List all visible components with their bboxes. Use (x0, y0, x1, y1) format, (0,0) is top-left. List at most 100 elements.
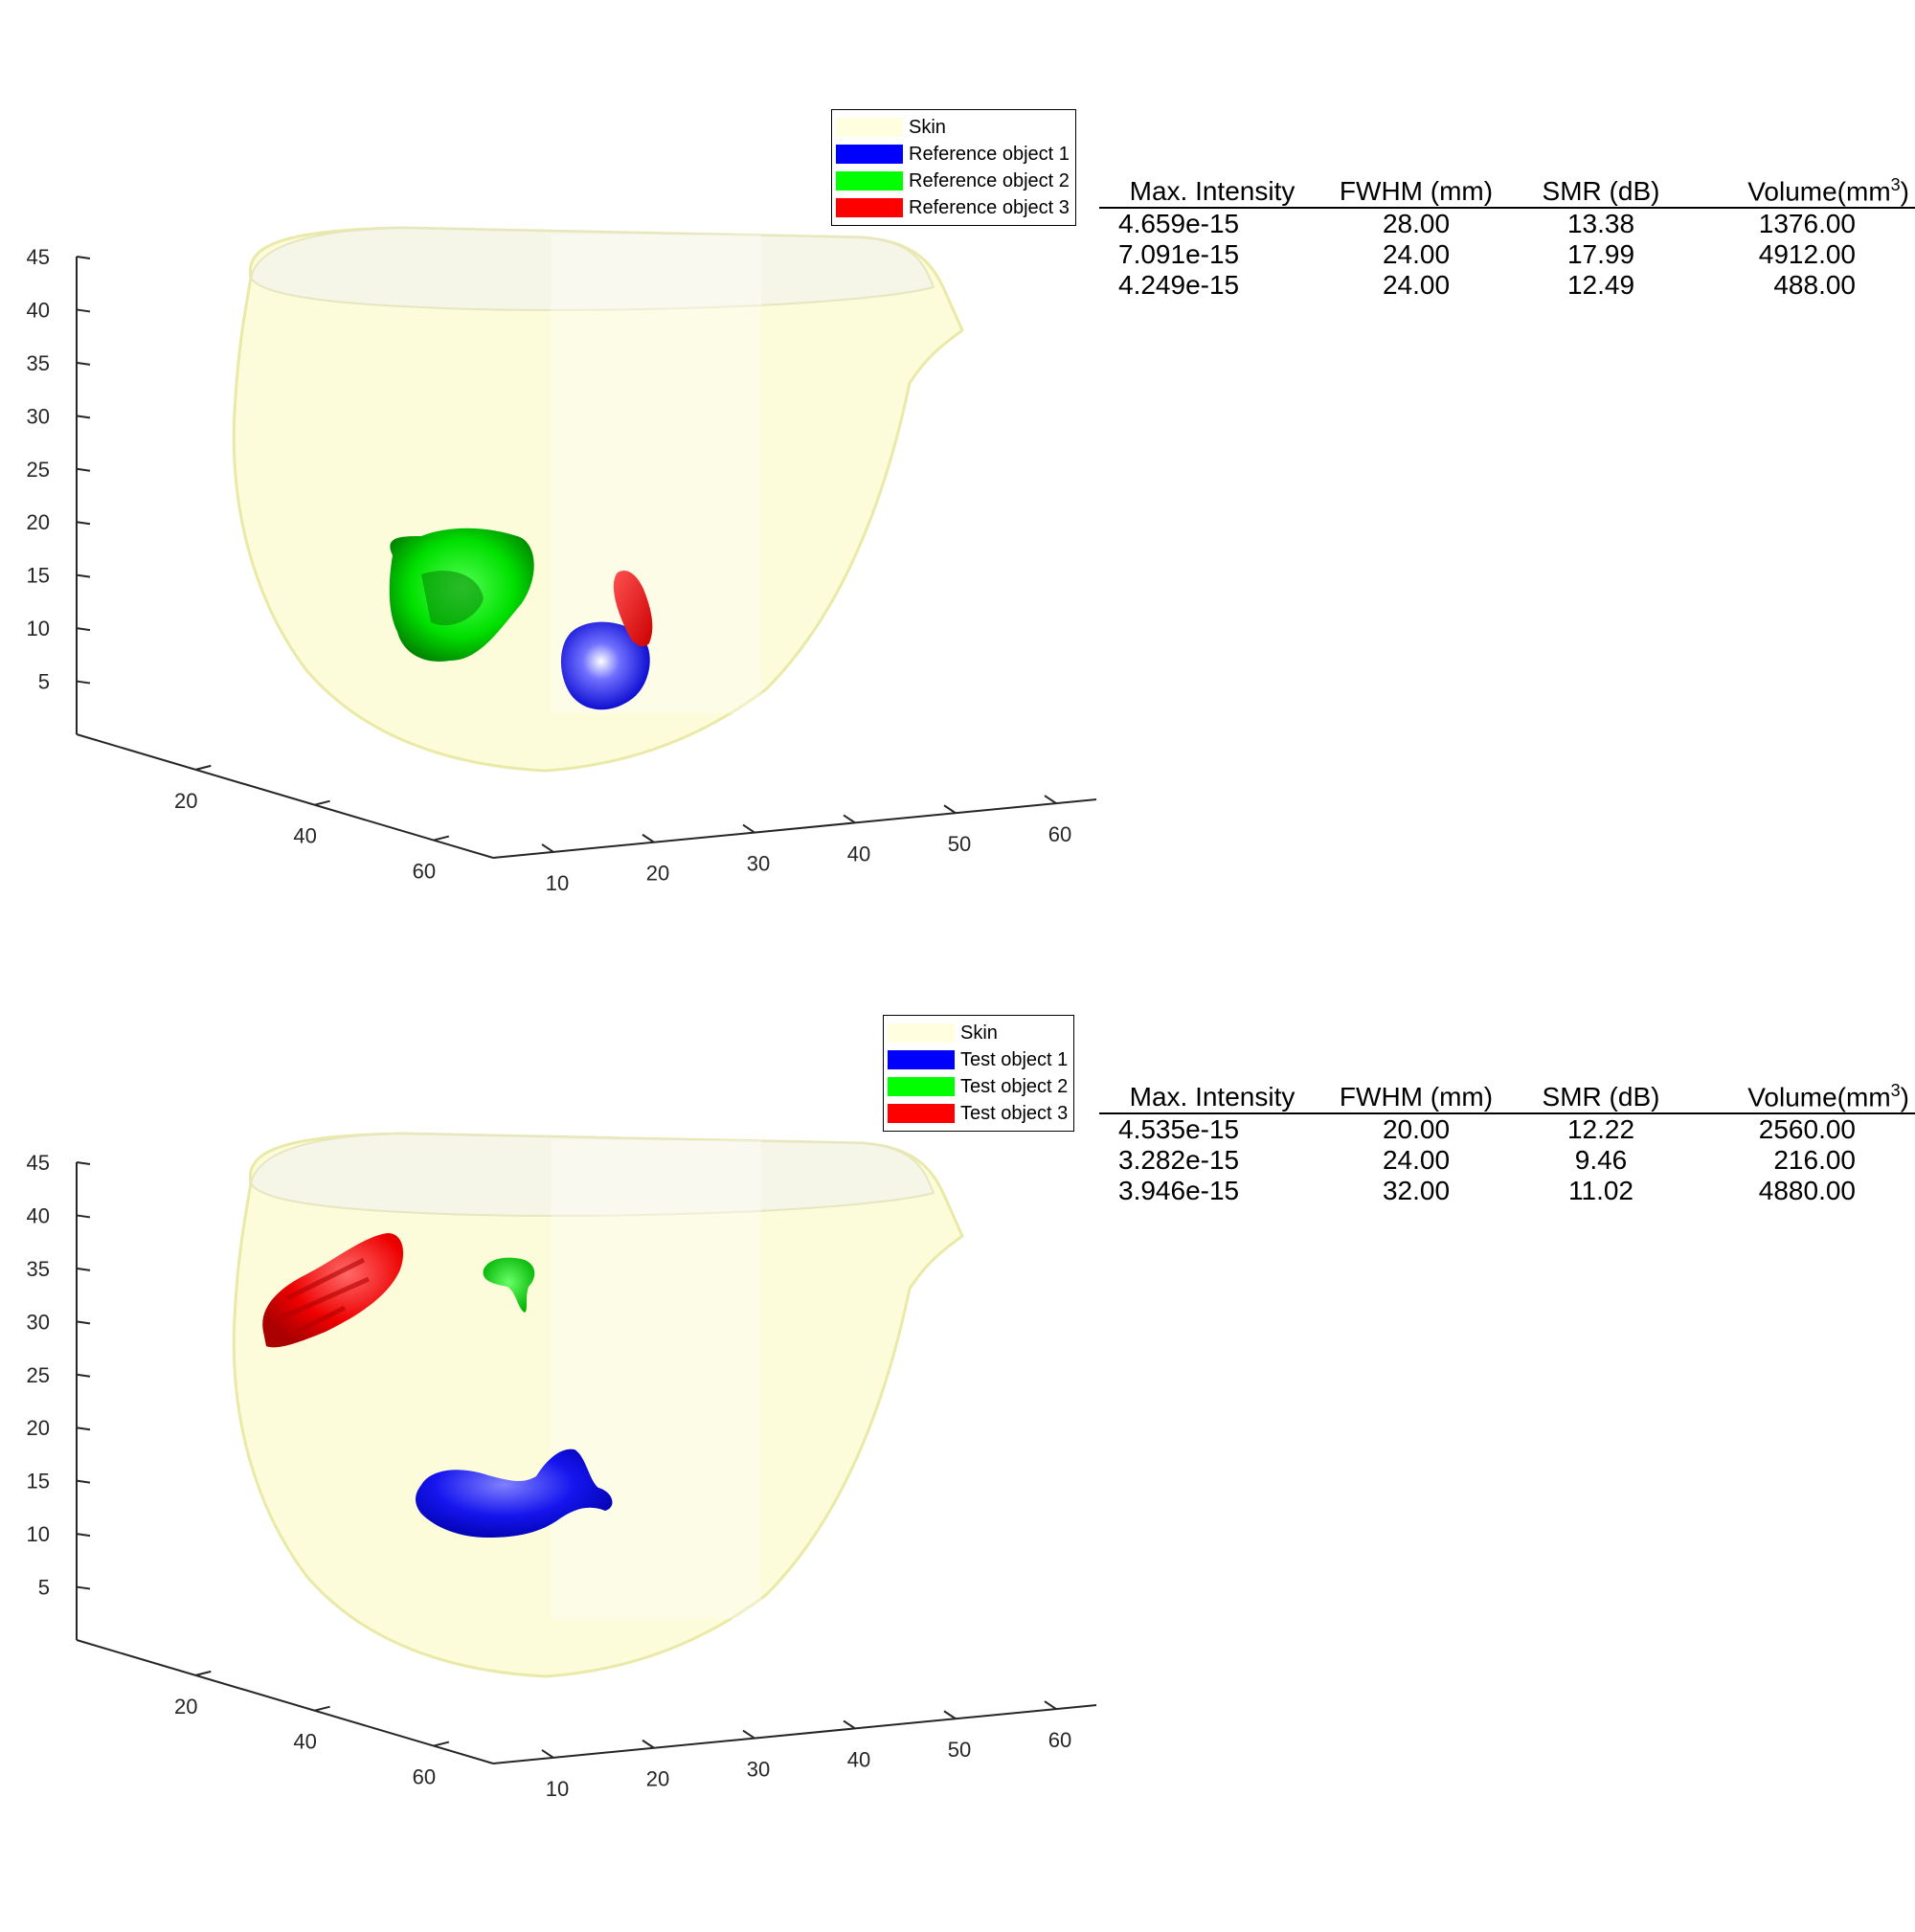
axes-reference: 5 10 15 20 25 30 35 40 45 20 40 60 10 20 30 40 50 60 (27, 245, 1097, 895)
y-tick (433, 1741, 450, 1747)
z-tick-label: 5 (38, 670, 50, 694)
x-tick-label: 10 (546, 1777, 569, 1801)
z-tick (76, 1161, 91, 1165)
test-object-2-shape (483, 1257, 535, 1313)
panel-test: 5 10 15 20 25 30 35 40 45 20 40 60 10 20 30 40 50 60 Skin… (0, 906, 1915, 1825)
cell-smr: 13.38 (1566, 209, 1635, 238)
cell-fwhm: 20.00 (1382, 1114, 1451, 1144)
stats-header-row: Max. Intensity FWHM (mm) SMR (dB) Volume… (1099, 165, 1915, 209)
z-tick (76, 1267, 91, 1271)
x-tick-label: 50 (948, 1738, 971, 1762)
test-object-3-shape (262, 1233, 404, 1348)
x-tick-label: 20 (646, 862, 669, 886)
z-tick (76, 256, 91, 259)
z-tick (76, 467, 91, 472)
z-tick (76, 308, 91, 313)
z-tick-label: 30 (27, 1310, 50, 1334)
table-row: 3.946e-15 32.00 11.02 4880.00 (1099, 1176, 1915, 1206)
cell-max-intensity: 3.946e-15 (1118, 1176, 1240, 1205)
cell-fwhm: 24.00 (1382, 1145, 1451, 1175)
x-tick (742, 823, 755, 834)
y-tick (314, 799, 330, 806)
y-tick-label: 60 (413, 860, 436, 884)
legend-swatch-object-1 (836, 145, 903, 164)
legend-label: Skin (909, 117, 946, 138)
reference-object-2-shade (421, 571, 484, 626)
z-tick (76, 1214, 91, 1219)
z-tick-label: 5 (38, 1576, 50, 1600)
x-tick (843, 814, 856, 824)
cell-fwhm: 24.00 (1382, 239, 1451, 269)
reference-object-3-shape (613, 570, 653, 647)
y-axis-line (76, 1639, 494, 1764)
skin-rim (249, 1132, 935, 1217)
cell-max-intensity: 4.659e-15 (1118, 209, 1240, 238)
z-tick-label: 25 (27, 1363, 50, 1387)
x-tick-label: 20 (646, 1767, 669, 1791)
cell-smr: 12.49 (1566, 270, 1635, 300)
skin-surface (232, 1132, 964, 1678)
z-tick (76, 627, 91, 632)
test-object-1-shape (416, 1449, 613, 1538)
header-fwhm: FWHM (mm) (1339, 1082, 1494, 1112)
x-tick (541, 1749, 554, 1759)
z-tick (76, 1427, 91, 1431)
z-tick-label: 45 (27, 1151, 50, 1175)
x-tick (541, 843, 554, 853)
stats-table-test: Max. Intensity FWHM (mm) SMR (dB) Volume… (1099, 1070, 1915, 1206)
y-tick (195, 1670, 212, 1676)
stats-header-row: Max. Intensity FWHM (mm) SMR (dB) Volume… (1099, 1070, 1915, 1114)
table-row: 3.282e-15 24.00 9.46 216.00 (1099, 1145, 1915, 1176)
cell-volume: 216.00 (1773, 1145, 1856, 1175)
x-tick-label: 50 (948, 832, 971, 856)
x-tick (642, 833, 655, 843)
legend-swatch-object-1 (888, 1050, 955, 1069)
legend-item: Reference object 2 (836, 168, 1070, 194)
panel-reference: 5 10 15 20 25 30 35 40 45 20 40 60 10 20 30 40 50 60 Skin… (0, 0, 1915, 919)
legend-swatch-skin (888, 1023, 955, 1043)
legend-swatch-skin (836, 118, 903, 137)
z-tick (76, 1479, 91, 1484)
z-tick-label: 25 (27, 458, 50, 482)
z-tick (76, 1533, 91, 1538)
z-tick-label: 20 (27, 1416, 50, 1440)
legend-label: Reference object 1 (909, 144, 1070, 165)
z-tick-label: 15 (27, 564, 50, 588)
y-tick-label: 60 (413, 1765, 436, 1789)
cell-smr: 12.22 (1566, 1114, 1635, 1144)
legend-item: Reference object 3 (836, 194, 1070, 221)
x-tick (1044, 1700, 1057, 1710)
x-tick (642, 1739, 655, 1749)
legend-swatch-object-3 (836, 198, 903, 217)
x-tick-label: 40 (847, 842, 870, 865)
z-tick-label: 10 (27, 1522, 50, 1546)
legend-swatch-object-2 (888, 1077, 955, 1096)
cell-max-intensity: 4.535e-15 (1118, 1114, 1240, 1144)
header-max-intensity: Max. Intensity (1129, 1082, 1295, 1112)
x-tick-label: 60 (1048, 822, 1071, 846)
z-tick (76, 1373, 91, 1378)
y-tick-label: 40 (293, 1730, 316, 1754)
header-smr: SMR (dB) (1542, 176, 1660, 206)
x-tick (943, 804, 957, 815)
legend-label: Reference object 3 (909, 197, 1070, 218)
z-tick (76, 1585, 91, 1590)
cell-volume: 1376.00 (1758, 209, 1856, 238)
x-tick (943, 1710, 957, 1720)
x-axis-line (492, 1704, 1097, 1764)
x-tick (742, 1729, 755, 1740)
legend-item: Reference object 1 (836, 141, 1070, 168)
cell-max-intensity: 3.282e-15 (1118, 1145, 1240, 1175)
legend-test: Skin Test object 1 Test object 2 Test ob… (883, 1015, 1075, 1132)
y-tick-label: 20 (174, 789, 197, 813)
cell-max-intensity: 7.091e-15 (1118, 239, 1240, 269)
header-fwhm: FWHM (mm) (1339, 176, 1494, 206)
x-tick (843, 1719, 856, 1730)
z-tick-label: 30 (27, 404, 50, 428)
cell-fwhm: 32.00 (1382, 1176, 1451, 1205)
header-volume: Volume(mm3) (1747, 174, 1909, 206)
y-tick (433, 835, 450, 842)
legend-item: Test object 1 (888, 1046, 1068, 1073)
z-tick (76, 1320, 91, 1325)
header-smr: SMR (dB) (1542, 1082, 1660, 1112)
